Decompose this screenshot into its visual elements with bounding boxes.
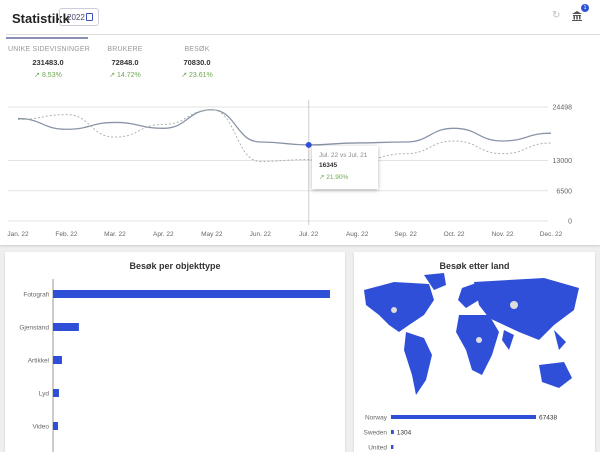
museum-icon[interactable] (572, 11, 582, 21)
kpi-change: ↗ 8.53% (34, 72, 62, 79)
x-tick-label: Mar. 22 (104, 231, 126, 238)
kpi-unique-pageviews[interactable]: UNIKE SIDEVISNINGER 231483.0 ↗ 8.53% (8, 46, 90, 79)
kpi-label: UNIKE SIDEVISNINGER (8, 46, 90, 53)
x-tick-label: Aug. 22 (346, 231, 369, 238)
data-point (305, 141, 312, 148)
kpi-label: BRUKERE (107, 46, 143, 53)
x-tick-label: Nov. 22 (492, 231, 514, 238)
world-map[interactable] (354, 270, 595, 402)
kpi-value: 70830.0 (183, 58, 211, 67)
category-label: Lyd (39, 391, 50, 398)
x-tick-label: May 22 (201, 231, 223, 238)
notification-badge: 1 (581, 4, 589, 12)
series-line-1 (17, 109, 552, 162)
category-label: Fotografi (23, 292, 49, 299)
y-tick-label: 6500 (556, 188, 572, 195)
bar (391, 415, 536, 419)
statistics-card: Statistikk 2022 ↻ 1 UNIKE SIDEVISNINGER 2… (0, 0, 600, 245)
kpi-visits[interactable]: BESØK 70830.0 ↗ 23.61% (172, 46, 222, 79)
bar-chart: Fotografi Gjenstand Artikkel Lyd Video (19, 279, 330, 452)
y-tick-label: 24498 (553, 105, 573, 112)
x-tick-label: Apr. 22 (153, 231, 174, 238)
calendar-icon (86, 13, 93, 21)
year-value: 2022 (67, 13, 85, 22)
y-tick-label: 13000 (553, 158, 573, 165)
bar (53, 323, 79, 331)
category-label: Gjenstand (19, 325, 49, 332)
divider (6, 34, 600, 35)
bar (391, 430, 394, 434)
kpi-label: BESØK (184, 46, 210, 53)
y-tick-label: 0 (568, 219, 572, 226)
country-label: Sweden (364, 430, 388, 437)
tooltip-change: ↗ 21.90% (319, 174, 349, 181)
bar (53, 290, 330, 298)
year-picker[interactable]: 2022 (59, 8, 99, 26)
value-label: 1304 (397, 430, 412, 437)
x-tick-label: Jun. 22 (250, 231, 272, 238)
x-tick-label: Jul. 22 (299, 231, 319, 238)
country-card: Besøk etter land Norway 67438 Sweden 1304 Un… (354, 252, 595, 452)
tooltip-title: Jul. 22 vs Jul. 21 (319, 152, 368, 159)
chart-title: Besøk per objekttype (129, 261, 221, 271)
chart-tooltip: Jul. 22 vs Jul. 21 16345 ↗ 21.90% (312, 146, 378, 189)
x-tick-label: Jan. 22 (7, 231, 29, 238)
line-chart: 0 6500 13000 24498 Jan. 22 Feb. 22 Mar. 22 Apr.… (7, 100, 573, 238)
series-line-0 (17, 109, 552, 146)
kpi-change: ↗ 23.61% (181, 72, 213, 79)
page-title: Statistikk (12, 11, 70, 26)
tooltip-value: 16345 (319, 162, 338, 169)
kpi-value: 72848.0 (111, 58, 139, 67)
category-label: Artikkel (28, 358, 50, 365)
x-tick-label: Feb. 22 (55, 231, 77, 238)
object-type-card: Besøk per objekttype Fotografi Gjenstand A… (5, 252, 345, 452)
kpi-value: 231483.0 (32, 58, 64, 67)
kpi-users[interactable]: BRUKERE 72848.0 ↗ 14.72% (100, 46, 150, 79)
x-tick-label: Oct. 22 (444, 231, 465, 238)
refresh-icon[interactable]: ↻ (552, 10, 561, 21)
bar (53, 356, 62, 364)
bar (53, 389, 59, 397)
kpi-change: ↗ 14.72% (109, 72, 141, 79)
x-tick-label: Sep. 22 (394, 231, 417, 238)
country-label: Norway (365, 415, 388, 422)
active-tab-indicator (6, 37, 88, 39)
x-tick-label: Dec. 22 (540, 231, 563, 238)
value-label: 67438 (539, 415, 557, 422)
chart-title: Besøk etter land (439, 261, 510, 271)
category-label: Video (32, 424, 49, 431)
bar (53, 422, 58, 430)
